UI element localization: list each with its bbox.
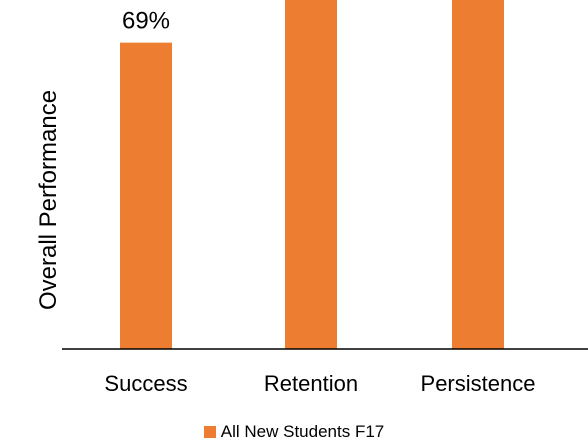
legend-swatch <box>203 426 216 438</box>
x-tick-label-persistence: Persistence <box>421 371 536 396</box>
x-tick-labels: Success Retention Persistence <box>104 371 535 396</box>
bar-chart: Overall Performance Success Retention Pers… <box>35 0 588 396</box>
bar-success <box>120 42 172 349</box>
x-tick-label-retention: Retention <box>264 371 358 396</box>
x-tick-label-success: Success <box>104 371 187 396</box>
bars-group <box>120 0 504 349</box>
bar-retention <box>285 0 337 349</box>
legend-label: All New Students F17 <box>220 422 385 441</box>
data-labels: 69%87%82% <box>122 8 170 35</box>
bar-persistence <box>452 0 504 349</box>
y-axis-label: Overall Performance <box>35 90 62 310</box>
data-label-success: 69% <box>122 8 170 35</box>
legend: All New Students F17 <box>0 420 588 444</box>
